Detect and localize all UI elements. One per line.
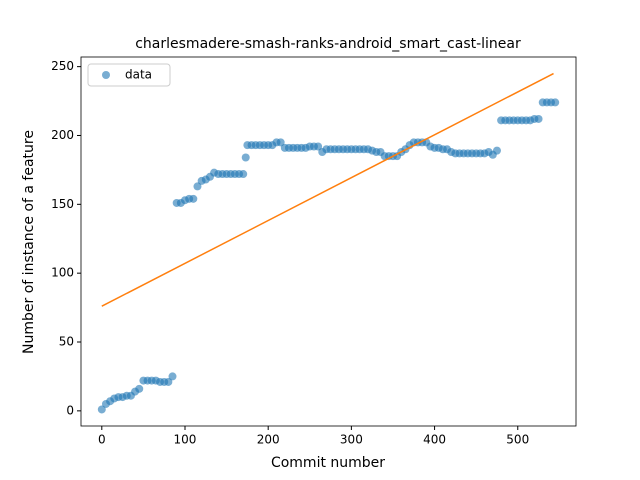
chart-title: charlesmadere-smash-ranks-android_smart_… bbox=[135, 36, 521, 52]
data-point bbox=[276, 138, 285, 147]
x-axis-label: Commit number bbox=[271, 455, 385, 471]
y-tick-label: 200 bbox=[51, 128, 74, 142]
y-tick-label: 100 bbox=[51, 266, 74, 280]
legend-box bbox=[87, 63, 171, 87]
data-point bbox=[168, 372, 177, 381]
data-point bbox=[193, 182, 202, 191]
data-point bbox=[551, 98, 560, 107]
data-point bbox=[241, 153, 250, 162]
y-tick-label: 250 bbox=[51, 59, 74, 73]
x-tick-label: 0 bbox=[98, 433, 106, 447]
data-point bbox=[534, 114, 543, 123]
x-tick-label: 300 bbox=[340, 433, 363, 447]
y-axis-label: Number of instance of a feature bbox=[21, 130, 37, 354]
legend-marker bbox=[102, 71, 110, 79]
data-point bbox=[492, 146, 501, 155]
x-tick-label: 200 bbox=[257, 433, 280, 447]
data-point bbox=[135, 384, 144, 393]
x-tick-label: 100 bbox=[174, 433, 197, 447]
legend-label: data bbox=[125, 68, 152, 82]
x-tick-label: 400 bbox=[423, 433, 446, 447]
plot-frame bbox=[80, 56, 577, 427]
data-point bbox=[189, 194, 198, 203]
data-point bbox=[97, 405, 106, 414]
y-tick-label: 150 bbox=[51, 197, 74, 211]
fit-line bbox=[101, 72, 554, 307]
data-point bbox=[239, 170, 248, 179]
y-tick-label: 0 bbox=[66, 403, 74, 417]
y-tick-label: 50 bbox=[59, 335, 74, 349]
data-point bbox=[314, 142, 323, 151]
x-tick-label: 500 bbox=[506, 433, 529, 447]
data-point bbox=[164, 377, 173, 386]
